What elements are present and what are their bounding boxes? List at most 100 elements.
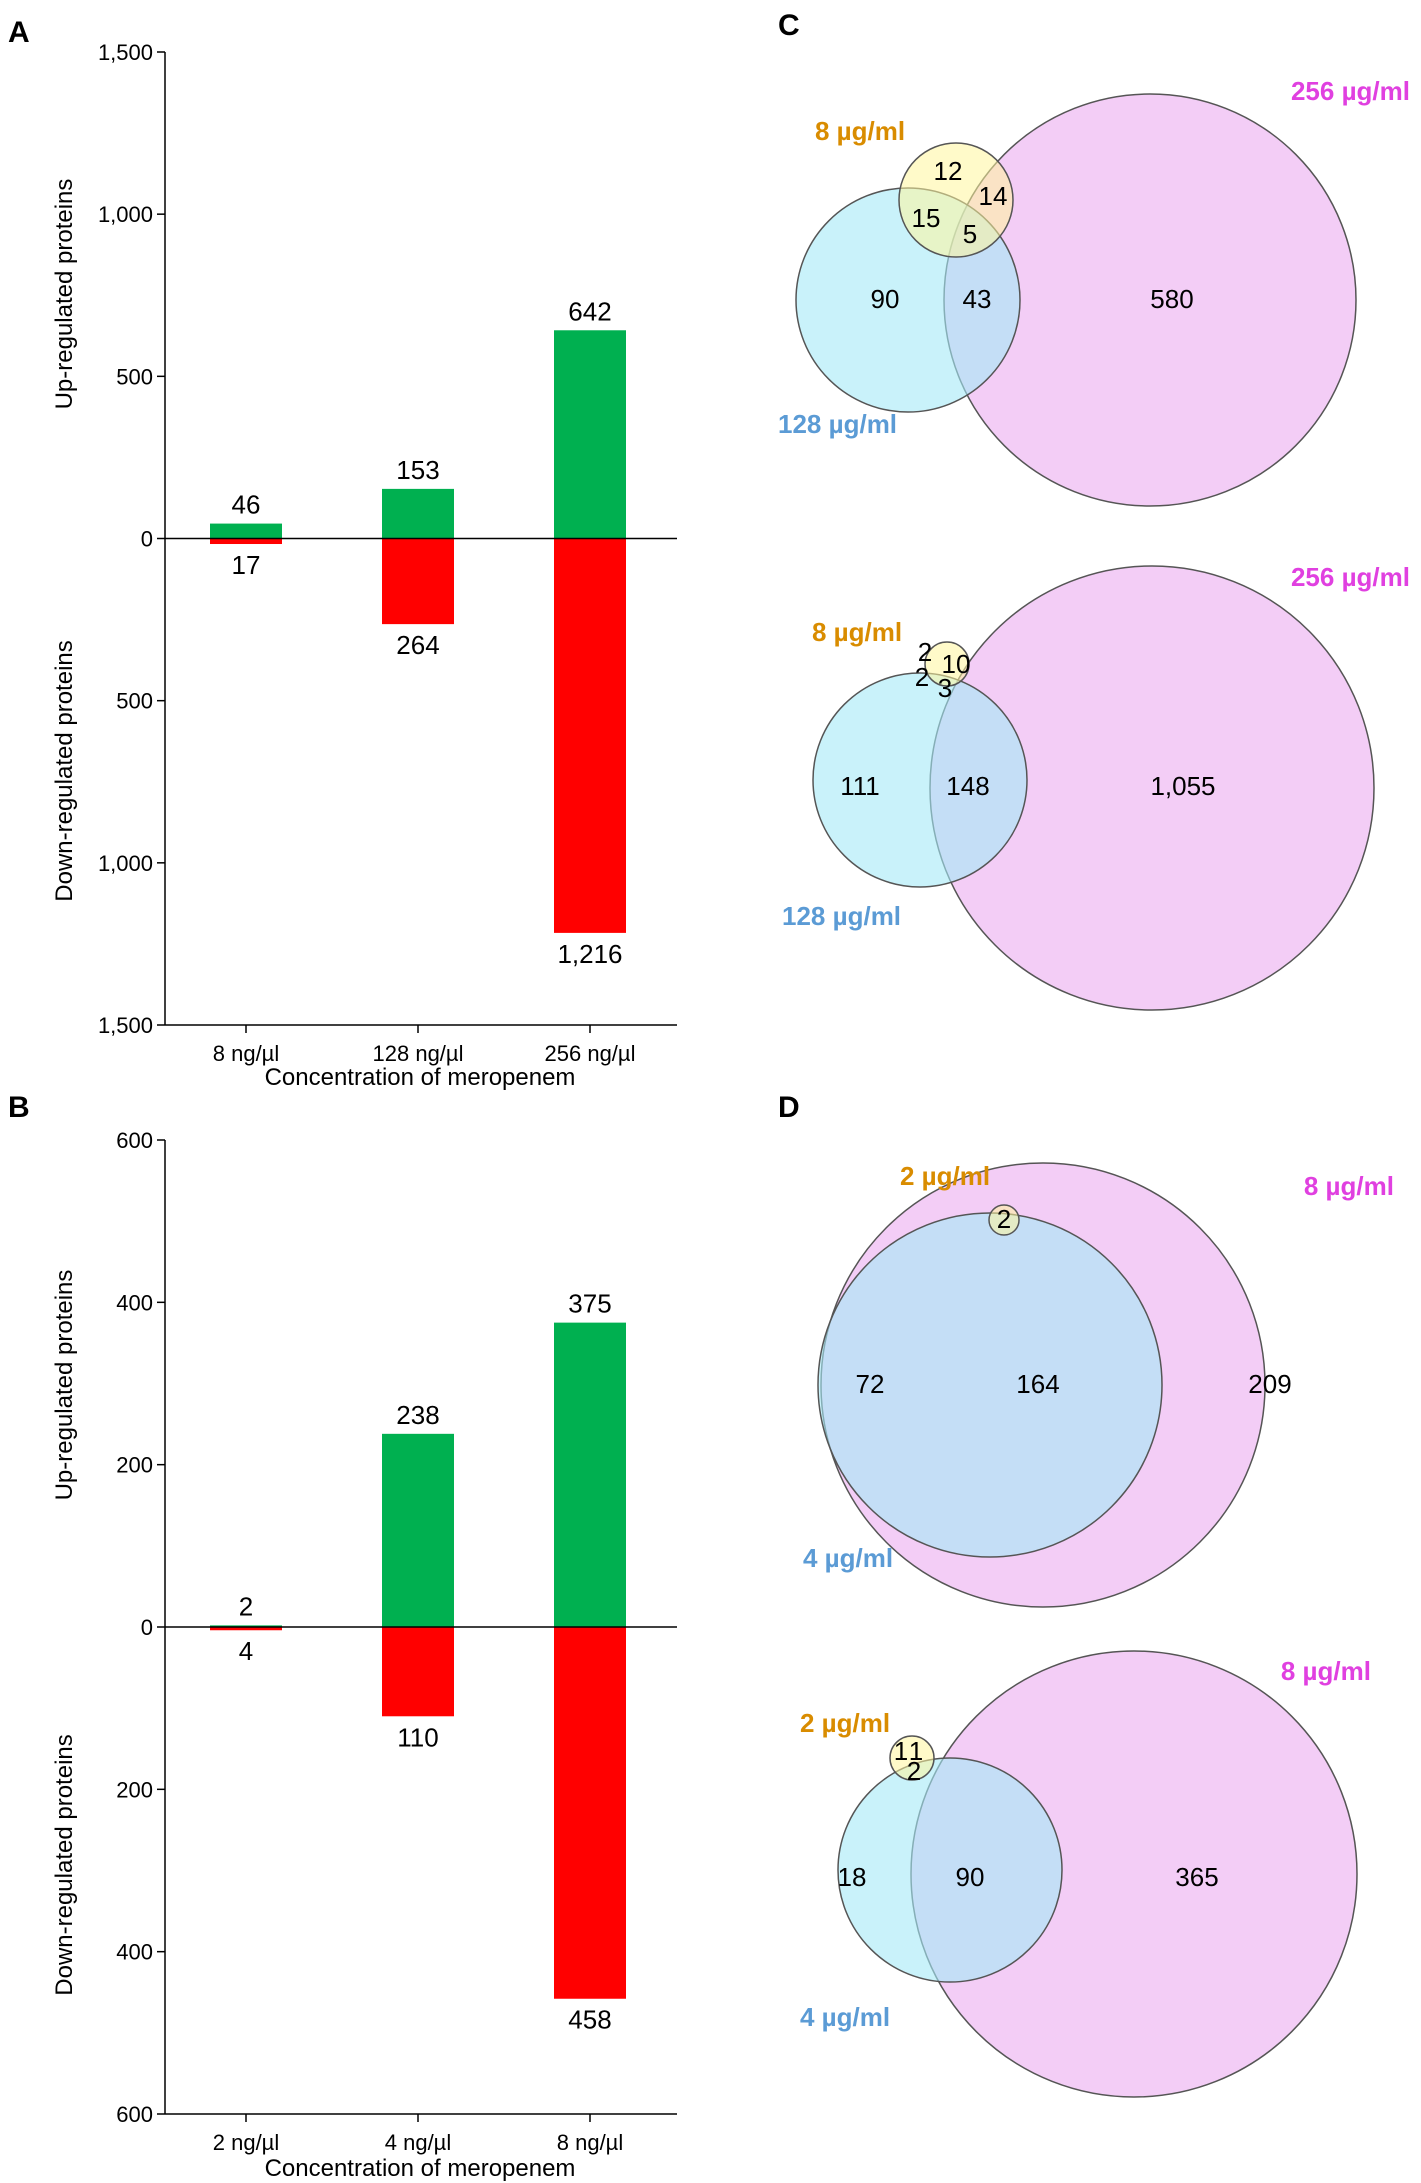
venn-diagram-d2: 8 µg/ml 2 µg/ml 4 µg/ml 1 1 2 18 90 365 [800,1650,1371,2098]
x-tick-label: 8 ng/µl [213,1041,280,1066]
x-tick-label: 8 ng/µl [557,2130,624,2155]
region-only-large: 365 [1175,1862,1218,1892]
venn-circle-small [924,641,970,687]
y-tick-label: 1,500 [98,1013,153,1038]
region-only-small: 2 [918,637,932,667]
bar-up-label: 2 [239,1591,253,1621]
venn-circle-mid [837,1757,1063,1983]
y-tick-label: 1,000 [98,202,153,227]
y-tick-label: 600 [116,1128,153,1153]
y-tick-label: 400 [116,1940,153,1965]
set-label-mid: 128 µg/ml [778,409,897,439]
venn-circle-small [988,1204,1020,1236]
y-tick-label: 0 [141,1615,153,1640]
x-tick-label: 256 ng/µl [545,1041,636,1066]
region-all-three: 2 [907,1756,921,1786]
bar-up [382,1433,454,1627]
region-small-mid: 2 [915,662,929,692]
region-mid-large: 90 [956,1862,985,1892]
bar-up-label: 153 [396,455,439,485]
y-tick-label: 500 [116,364,153,389]
y-axis-title-down: Down-regulated proteins [51,640,78,901]
set-label-small: 2 µg/ml [900,1161,990,1191]
bar-up [210,523,282,539]
bar-down-label: 110 [397,1722,438,1752]
region-only-small: 1 [894,1736,908,1766]
y-axis-title-up: Up-regulated proteins [51,1270,78,1501]
set-label-mid: 4 µg/ml [800,2002,890,2032]
region-only-mid: 18 [838,1862,867,1892]
region-mid-large: 164 [1016,1369,1059,1399]
bar-down [554,538,626,933]
region-all-three: 5 [963,219,977,249]
x-axis-title: Concentration of meropenem [265,1064,576,1091]
set-label-large: 8 µg/ml [1304,1171,1394,1201]
set-label-small: 8 µg/ml [812,617,902,647]
bar-down-label: 264 [396,630,439,660]
venn-diagram-c1: 256 µg/ml 8 µg/ml 128 µg/ml 12 15 14 5 9… [778,76,1410,507]
set-label-small: 2 µg/ml [800,1708,890,1738]
y-axis-title-up: Up-regulated proteins [51,179,78,410]
bar-up-label: 238 [396,1400,439,1430]
x-tick-label: 4 ng/µl [385,2130,452,2155]
region-mid-large: 43 [963,284,992,314]
region-small-large: 10 [942,649,971,679]
bar-chart-b: 600 400 200 0 200 400 600 2 ng/µl 4 ng/µl 8 ng/µl… [51,1128,677,2182]
set-label-mid: 4 µg/ml [803,1543,893,1573]
bar-up [554,1322,626,1627]
y-tick-label: 200 [116,1453,153,1478]
bar-up [554,330,626,539]
panel-letter-b: B [8,1091,30,1124]
bar-down-label: 17 [232,550,261,580]
region-only-large: 1,055 [1150,771,1215,801]
panel-letter-a: A [8,16,30,49]
panel-letter-c: C [778,9,800,42]
region-small-large: 14 [979,181,1008,211]
y-tick-label: 200 [116,1777,153,1802]
region-all-three: 3 [938,673,952,703]
bar-down [210,538,282,545]
y-tick-label: 0 [141,527,153,552]
set-label-large: 256 µg/ml [1291,76,1410,106]
set-label-large: 8 µg/ml [1281,1656,1371,1686]
venn-circle-mid [812,672,1028,888]
venn-circle-small [889,1735,935,1781]
region-only-mid: 90 [871,284,900,314]
region-mid-large: 148 [946,771,989,801]
region-only-large: 209 [1248,1369,1291,1399]
bar-down [210,1627,282,1631]
set-label-mid: 128 µg/ml [782,901,901,931]
region-small-large: 1 [909,1736,923,1766]
bar-down [382,538,454,625]
y-tick-label: 400 [116,1290,153,1315]
region-only-large: 580 [1150,284,1193,314]
bar-chart-a: 1,500 1,000 500 0 500 1,000 1,500 8 ng/µl 128 ng… [51,40,677,1091]
region-all-three: 2 [997,1204,1011,1234]
bar-down-label: 458 [568,2005,611,2035]
bar-up [382,488,454,539]
panel-letter-d: D [778,1091,800,1124]
region-only-mid: 72 [856,1369,885,1399]
venn-circle-small [898,142,1014,258]
set-label-large: 256 µg/ml [1291,562,1410,592]
y-axis-title-down: Down-regulated proteins [51,1734,78,1995]
bar-down [554,1627,626,1999]
venn-diagram-d1: 8 µg/ml 2 µg/ml 4 µg/ml 2 72 164 209 [803,1161,1394,1608]
bar-up [210,1625,282,1627]
set-label-small: 8 µg/ml [815,116,905,146]
region-small-mid: 15 [912,203,941,233]
y-tick-label: 1,000 [98,851,153,876]
y-tick-label: 500 [116,689,153,714]
venn-diagram-c2: 256 µg/ml 8 µg/ml 128 µg/ml 2 2 10 3 111… [782,562,1410,1011]
bar-down-label: 4 [239,1636,253,1666]
bar-down-label: 1,216 [557,939,622,969]
bar-up-label: 46 [232,490,261,520]
y-tick-label: 600 [116,2102,153,2127]
y-tick-label: 1,500 [98,40,153,65]
bar-up-label: 642 [568,296,611,326]
region-only-mid: 111 [840,771,880,801]
bar-up-label: 375 [568,1289,611,1319]
region-only-small: 12 [934,156,963,186]
x-tick-label: 2 ng/µl [213,2130,280,2155]
